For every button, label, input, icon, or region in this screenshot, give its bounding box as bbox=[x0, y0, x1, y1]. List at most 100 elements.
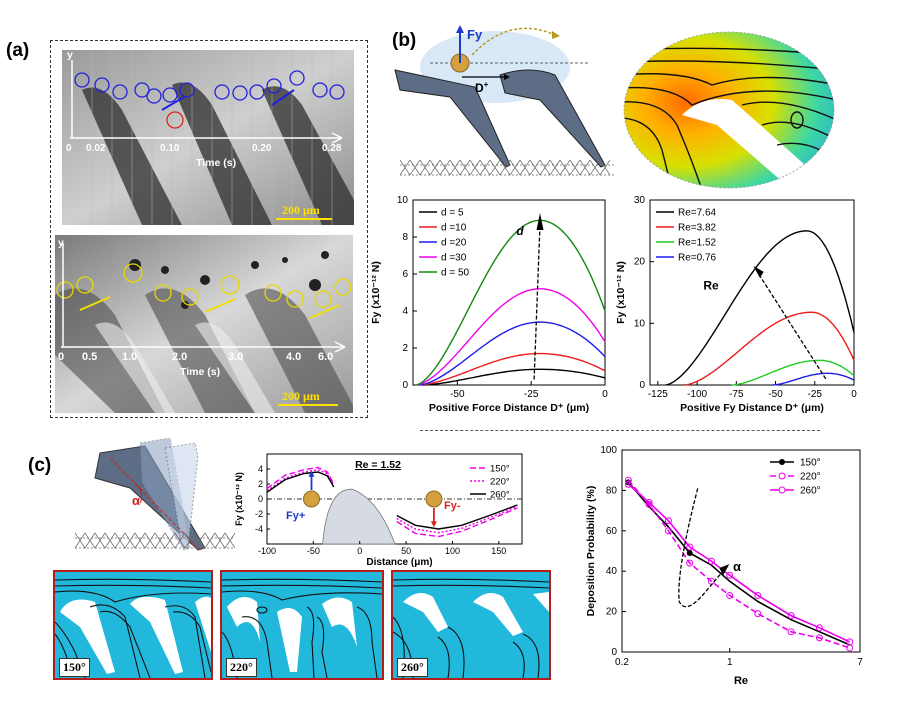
series-line bbox=[665, 230, 855, 386]
legend-entry: Re=7.64 bbox=[678, 208, 717, 219]
data-point bbox=[624, 480, 632, 488]
alpha-arrowhead bbox=[719, 564, 730, 576]
panel-a-label: (a) bbox=[6, 40, 30, 61]
chart-title: Re = 1.52 bbox=[355, 459, 401, 471]
y-axis-label: Fy (x10⁻¹² N) bbox=[370, 261, 382, 324]
bottom-tick-6: 6.0 bbox=[318, 351, 334, 363]
series-line bbox=[415, 219, 606, 386]
alpha-arrow bbox=[678, 488, 727, 608]
series-line bbox=[396, 507, 518, 538]
alpha-label: α bbox=[132, 493, 140, 508]
xtick-label: 0 bbox=[357, 546, 362, 556]
data-point bbox=[726, 571, 734, 579]
legend-marker bbox=[779, 459, 785, 465]
top-scale-bar-label: 200 μm bbox=[282, 203, 320, 217]
trend-arrow-label: Re bbox=[703, 278, 719, 292]
flow-label-260: 260° bbox=[397, 658, 428, 677]
ytick-label: 0 bbox=[611, 647, 617, 658]
y-axis-label: Fy (x10⁻¹² N) bbox=[234, 472, 244, 526]
chart-force-vs-distance: 0 2 4 6 8 10 -50 -25 0 Positive Force Distance D⁺… bbox=[370, 195, 608, 414]
legend-entry: Re=1.52 bbox=[678, 238, 717, 249]
legend-entry: 260° bbox=[800, 486, 821, 497]
fy-minus-label: Fy- bbox=[444, 500, 461, 512]
particle-right bbox=[425, 490, 443, 508]
microscopy-image-top bbox=[62, 50, 354, 225]
microscopy-top-svg bbox=[62, 50, 354, 225]
alpha-arrow-label: α bbox=[733, 559, 741, 574]
series-line bbox=[684, 311, 855, 386]
ytick-label: 10 bbox=[634, 318, 646, 329]
ytick-label: -4 bbox=[255, 524, 263, 534]
separator-line bbox=[420, 430, 820, 431]
chart-force-vs-re: 0 10 20 30 -125 -100 -75 -50 -25 0 Positive Fy Dis… bbox=[615, 195, 857, 414]
legend-marker bbox=[778, 486, 786, 494]
series-line bbox=[266, 469, 335, 492]
xtick-label: -100 bbox=[687, 389, 707, 400]
panel-b-schematic bbox=[394, 25, 615, 176]
ytick-label: 80 bbox=[606, 485, 618, 496]
panel-b-label: (b) bbox=[392, 30, 417, 51]
data-point bbox=[624, 476, 632, 484]
xtick-label: 7 bbox=[857, 657, 863, 668]
xtick-label: -50 bbox=[768, 389, 783, 400]
data-point bbox=[754, 591, 762, 599]
legend-entry: Re=0.76 bbox=[678, 253, 717, 264]
legend-entry: 150° bbox=[490, 464, 510, 475]
series-line bbox=[421, 368, 606, 386]
y-axis-label: Deposition Probability (%) bbox=[585, 486, 597, 617]
ytick-label: 4 bbox=[402, 306, 408, 317]
bottom-tick-2: 1.0 bbox=[122, 351, 138, 363]
flow-panel-260: 260° bbox=[391, 570, 551, 680]
bottom-scale-bar-label: 200 μm bbox=[282, 389, 320, 403]
series-line bbox=[266, 471, 335, 493]
series-line bbox=[772, 372, 855, 386]
ytick-label: 0 bbox=[258, 494, 263, 504]
ytick-label: 40 bbox=[606, 566, 618, 577]
xtick-label: -100 bbox=[258, 546, 276, 556]
particle-left bbox=[303, 490, 321, 508]
distance-label: D+ bbox=[475, 80, 489, 95]
top-tick-1: 0.02 bbox=[86, 143, 106, 154]
ytick-label: 0 bbox=[402, 380, 408, 391]
bottom-tick-1: 0.5 bbox=[82, 351, 98, 363]
ytick-label: 100 bbox=[600, 445, 617, 456]
trend-arrow bbox=[533, 224, 541, 380]
legend-entry: d =10 bbox=[441, 223, 467, 234]
data-point bbox=[707, 557, 715, 565]
data-point bbox=[686, 550, 693, 557]
top-scale-bar bbox=[276, 218, 332, 220]
legend-entry: 220° bbox=[490, 477, 510, 488]
bottom-scale-bar bbox=[278, 404, 338, 406]
legend-entry: d = 50 bbox=[441, 268, 470, 279]
data-point bbox=[754, 610, 762, 618]
ytick-label: 20 bbox=[606, 607, 618, 618]
plot-frame bbox=[621, 449, 861, 653]
flow-panel-150: 150° bbox=[53, 570, 213, 680]
ytick-label: -2 bbox=[255, 509, 263, 519]
xtick-label: 0.2 bbox=[615, 657, 629, 668]
plot-frame bbox=[412, 199, 606, 386]
series-line bbox=[731, 359, 855, 386]
ytick-label: 30 bbox=[634, 195, 646, 206]
ytick-label: 6 bbox=[402, 269, 408, 280]
legend-entry: d = 5 bbox=[441, 208, 464, 219]
top-tick-4: 0.28 bbox=[322, 143, 342, 154]
series-line bbox=[266, 466, 335, 490]
top-tick-3: 0.20 bbox=[252, 143, 272, 154]
xtick-label: 100 bbox=[445, 546, 460, 556]
panel-c-schematic bbox=[74, 438, 236, 551]
ytick-label: 0 bbox=[639, 380, 645, 391]
top-tick-0: 0 bbox=[66, 143, 72, 154]
red-marker-circle bbox=[166, 111, 184, 129]
microscopy-image-bottom bbox=[55, 235, 353, 413]
legend-entry: Re=3.82 bbox=[678, 223, 717, 234]
xtick-label: -75 bbox=[729, 389, 744, 400]
plot-frame bbox=[649, 199, 855, 386]
cfd-contour-ellipse bbox=[623, 31, 835, 189]
cilium-wall bbox=[322, 488, 396, 545]
data-point bbox=[686, 543, 694, 551]
legend-entry: d =30 bbox=[441, 253, 467, 264]
data-point bbox=[815, 634, 823, 642]
ytick-label: 8 bbox=[402, 232, 408, 243]
flow-label-150: 150° bbox=[59, 658, 90, 677]
